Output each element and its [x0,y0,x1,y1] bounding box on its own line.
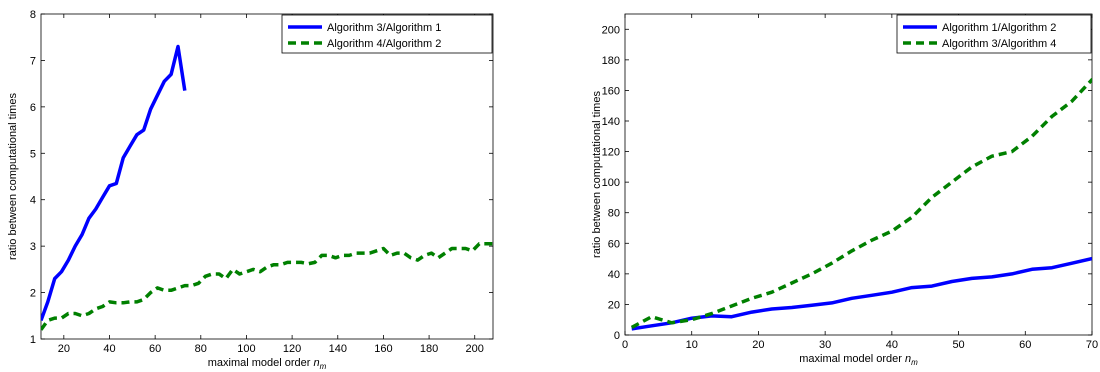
legend-box [896,14,1092,54]
series-line-1 [41,44,187,322]
legend-box [281,14,493,54]
y-axis-label: ratio between computational times [7,93,19,260]
y-tick-label: 60 [608,238,620,250]
y-tick-label: 20 [608,299,620,311]
y-tick-label: 4 [30,195,36,207]
x-tick-label: 140 [329,343,347,355]
x-axis-label: maximal model order nm [799,353,918,367]
legend-label-2: Algorithm 4/Algorithm 2 [327,38,441,50]
x-tick-label: 20 [752,339,764,351]
x-tick-label: 120 [283,343,301,355]
series-line-2 [630,77,1092,329]
x-tick-label: 200 [466,343,484,355]
y-tick-label: 8 [30,9,36,21]
x-tick-label: 70 [1086,339,1098,351]
x-tick-label: 50 [952,339,964,351]
y-tick-label: 1 [30,334,36,346]
x-tick-label: 60 [1019,339,1031,351]
x-tick-label: 40 [886,339,898,351]
plot-area [40,13,494,340]
y-tick-label: 200 [602,24,620,36]
x-tick-label: 30 [819,339,831,351]
y-tick-label: 160 [602,85,620,97]
x-tick-label: 100 [237,343,255,355]
legend-label-1: Algorithm 1/Algorithm 2 [942,22,1056,34]
y-tick-label: 7 [30,55,36,67]
y-tick-label: 140 [602,116,620,128]
legend-label-1: Algorithm 3/Algorithm 1 [327,22,441,34]
y-tick-label: 2 [30,288,36,300]
x-tick-label: 0 [622,339,628,351]
y-tick-label: 120 [602,147,620,159]
x-tick-label: 160 [374,343,392,355]
x-tick-label: 60 [149,343,161,355]
chart-left: 20 40 60 80 100 120 140 160 180 200 1 2 3 4 5 6 7 8 maxima… [7,9,494,371]
x-tick-label: 180 [420,343,438,355]
y-tick-label: 40 [608,269,620,281]
chart-right: 0 10 20 30 40 50 60 70 0 20 40 60 80 100 120 140 160 180 2… [591,13,1098,367]
y-tick-label: 0 [614,330,620,342]
x-tick-label: 80 [195,343,207,355]
legend-label-2: Algorithm 3/Algorithm 4 [942,38,1056,50]
y-axis-label: ratio between computational times [591,91,603,258]
y-tick-label: 3 [30,241,36,253]
series-line-2 [41,242,493,331]
x-tick-label: 10 [686,339,698,351]
x-tick-label: 40 [103,343,115,355]
plot-area [624,13,1093,336]
y-tick-label: 5 [30,148,36,160]
y-tick-label: 180 [602,55,620,67]
y-tick-label: 80 [608,208,620,220]
x-tick-label: 20 [58,343,70,355]
y-tick-label: 6 [30,102,36,114]
y-tick-label: 100 [602,177,620,189]
x-axis-label: maximal model order nm [208,357,327,371]
